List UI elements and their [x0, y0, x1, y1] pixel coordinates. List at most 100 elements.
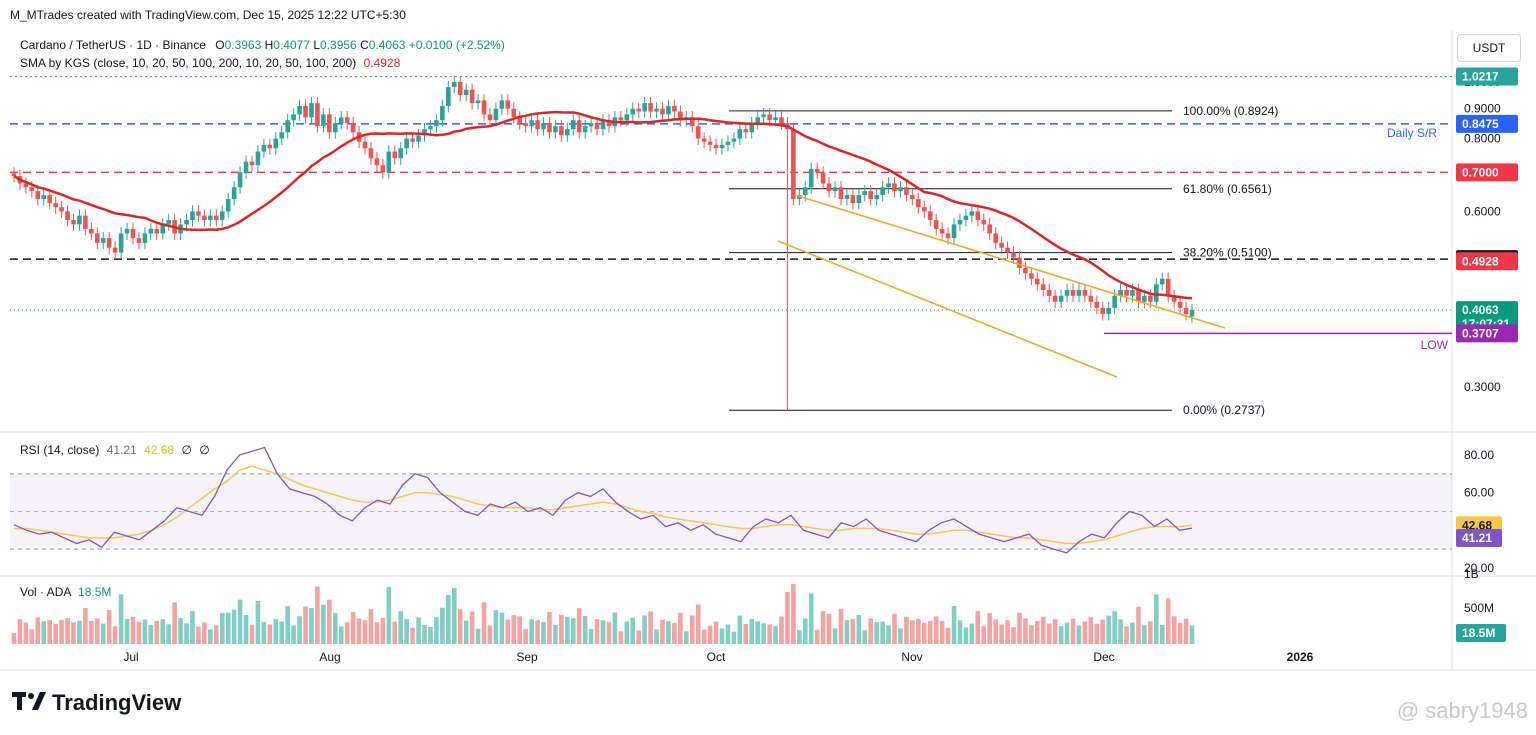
- sma-label[interactable]: SMA by KGS (close, 10, 20, 50, 100, 200,…: [20, 56, 357, 70]
- candle-body: [267, 144, 273, 149]
- symbol-name[interactable]: Cardano / TetherUS · 1D · Binance: [20, 38, 206, 52]
- volume-bar: [291, 625, 296, 644]
- candle-body: [505, 100, 511, 109]
- volume-bar: [1094, 623, 1100, 644]
- volume-bar: [422, 624, 427, 644]
- volume-bar: [100, 623, 106, 644]
- price-tag-bg: [1456, 67, 1518, 86]
- currency-button[interactable]: USDT: [1457, 34, 1521, 62]
- close-value: 0.4063: [368, 38, 406, 52]
- volume-bar: [725, 624, 731, 644]
- rsi-axis-tick: 20.00: [1464, 561, 1494, 575]
- volume-bar: [660, 619, 665, 644]
- volume-bar: [695, 604, 701, 644]
- candle-body: [1124, 289, 1129, 296]
- volume-bar: [142, 619, 148, 644]
- volume-bar: [814, 629, 820, 644]
- candle-body: [582, 126, 588, 133]
- volume-bar: [910, 620, 915, 644]
- volume-bar: [975, 611, 981, 644]
- candle-body: [761, 114, 766, 118]
- volume-bar: [969, 623, 975, 644]
- candle-body: [862, 191, 868, 196]
- candle-body: [553, 126, 558, 133]
- candle-body: [654, 108, 659, 112]
- candle-body: [255, 151, 261, 166]
- volume-bar: [1088, 617, 1094, 644]
- vol-label[interactable]: Vol · ADA: [20, 585, 71, 599]
- time-axis-tick: Aug: [319, 650, 340, 664]
- volume-bar: [17, 619, 23, 644]
- candle-body: [1148, 295, 1153, 302]
- candle-body: [404, 138, 409, 149]
- candle-body: [880, 187, 885, 196]
- volume-bar: [939, 620, 945, 644]
- candle-body: [469, 89, 475, 104]
- rsi-label[interactable]: RSI (14, close): [20, 443, 100, 457]
- candle-body: [981, 219, 987, 225]
- candle-body: [422, 129, 427, 136]
- volume-bar: [172, 602, 177, 644]
- volume-bar: [261, 622, 267, 644]
- candle-body: [380, 165, 386, 173]
- volume-bar: [1183, 618, 1189, 644]
- volume-bar: [535, 620, 540, 644]
- volume-bar: [410, 627, 415, 644]
- volume-bar: [1058, 626, 1064, 644]
- rsi-line: [13, 446, 1193, 554]
- candle-body: [731, 138, 737, 142]
- tradingview-logo[interactable]: TradingView: [12, 690, 181, 716]
- volume-bar: [106, 610, 112, 644]
- volume-bar: [1100, 619, 1106, 644]
- volume-bar: [1005, 620, 1010, 644]
- volume-bar: [785, 592, 790, 644]
- volume-bar: [1023, 618, 1028, 644]
- volume-bar: [1046, 623, 1052, 644]
- volume-bar: [779, 616, 784, 644]
- volume-bar: [457, 609, 463, 644]
- channel-upper-line: [794, 194, 1226, 329]
- volume-bar: [719, 628, 725, 644]
- volume-bar: [1076, 625, 1082, 644]
- volume-bar: [327, 599, 332, 644]
- time-axis-tick: Nov: [901, 650, 922, 664]
- candle-body: [416, 135, 421, 142]
- vol-tag-bg: [1456, 624, 1506, 642]
- volume-bar: [565, 616, 570, 644]
- price-axis-tick: 0.3000: [1464, 380, 1501, 394]
- volume-bar: [332, 613, 338, 644]
- candle-body: [999, 242, 1004, 248]
- volume-bar: [868, 618, 874, 644]
- candle-body: [154, 228, 160, 234]
- volume-bar: [1052, 619, 1058, 644]
- candle-body: [773, 117, 778, 121]
- candle-body: [749, 123, 755, 133]
- volume-bar: [1070, 618, 1076, 644]
- volume-bar: [350, 612, 356, 644]
- candle-body: [106, 238, 112, 248]
- candle-body: [219, 211, 225, 220]
- volume-bar: [886, 625, 891, 644]
- candle-body: [59, 207, 64, 212]
- candle-body: [826, 183, 832, 192]
- candle-body: [600, 120, 606, 130]
- volume-bar: [94, 618, 100, 644]
- rsi-value: 41.21: [106, 443, 137, 457]
- volume-bar: [202, 622, 207, 644]
- volume-bar: [315, 586, 320, 644]
- volume-bars: [11, 584, 1195, 644]
- candle-body: [463, 89, 469, 95]
- volume-bar: [541, 622, 546, 644]
- volume-bar: [511, 615, 517, 644]
- volume-bar: [398, 611, 404, 644]
- volume-bar: [356, 618, 362, 644]
- volume-bar: [237, 599, 243, 644]
- volume-bar: [225, 612, 231, 644]
- candle-body: [933, 219, 939, 229]
- price-tag-label: 0.4063: [1462, 303, 1499, 317]
- candle-body: [225, 199, 231, 212]
- volume-bar: [35, 617, 41, 644]
- candle-body: [678, 111, 683, 121]
- candles: [11, 75, 1195, 411]
